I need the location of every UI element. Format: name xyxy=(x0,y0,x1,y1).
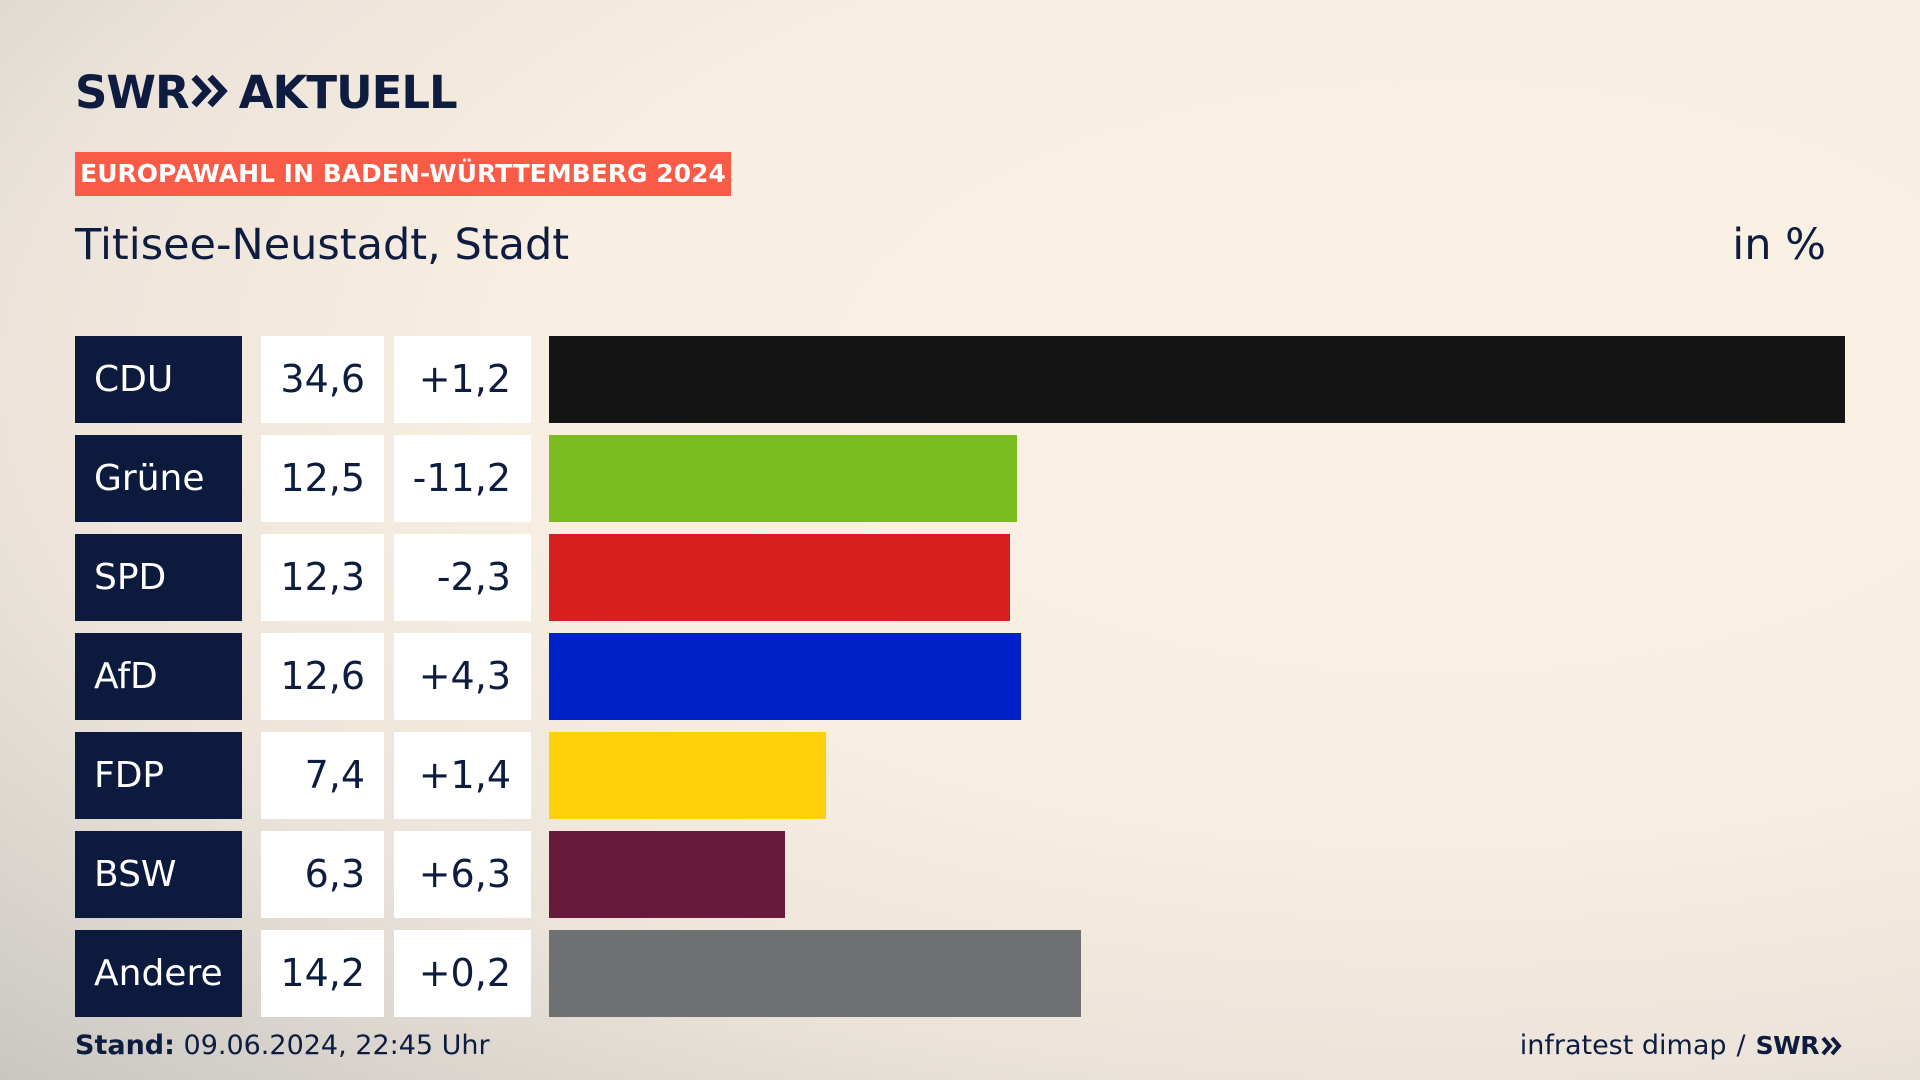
bar-spd xyxy=(549,534,1010,621)
bar-cdu xyxy=(549,336,1845,423)
chart-subtitle: Titisee-Neustadt, Stadt xyxy=(75,220,570,270)
vote-share-label: 7,4 xyxy=(261,732,384,819)
party-label: Grüne xyxy=(75,435,242,522)
change-label: +0,2 xyxy=(394,930,531,1017)
change-label: +4,3 xyxy=(394,633,531,720)
change-label: +1,2 xyxy=(394,336,531,423)
vote-share-label: 6,3 xyxy=(261,831,384,918)
change-label: +6,3 xyxy=(394,831,531,918)
bar-bsw xyxy=(549,831,785,918)
change-label: -11,2 xyxy=(394,435,531,522)
party-label: AfD xyxy=(75,633,242,720)
bar-andere xyxy=(549,930,1081,1017)
swr-small-text: SWR xyxy=(1755,1031,1820,1060)
swr-small-logo: SWR xyxy=(1756,1031,1843,1060)
source-separator: / xyxy=(1736,1030,1746,1061)
change-label: -2,3 xyxy=(394,534,531,621)
stand-value: 09.06.2024, 22:45 Uhr xyxy=(183,1030,490,1061)
party-label: FDP xyxy=(75,732,242,819)
party-label: Andere xyxy=(75,930,242,1017)
party-label: BSW xyxy=(75,831,242,918)
vote-share-label: 14,2 xyxy=(261,930,384,1017)
swr-aktuell-logo: SWR AKTUELL xyxy=(75,65,458,119)
election-tag: EUROPAWAHL IN BADEN-WÜRTTEMBERG 2024 xyxy=(75,152,731,196)
source-name: infratest dimap xyxy=(1519,1030,1727,1061)
double-chevron-right-icon xyxy=(1821,1036,1842,1055)
unit-label: in % xyxy=(1732,220,1826,270)
bar-afd xyxy=(549,633,1021,720)
bar-grüne xyxy=(549,435,1017,522)
stand-label: Stand: xyxy=(75,1030,175,1061)
double-chevron-right-icon xyxy=(191,66,229,119)
timestamp: Stand: 09.06.2024, 22:45 Uhr xyxy=(75,1030,490,1061)
source-credit: infratest dimap / SWR xyxy=(1520,1030,1843,1061)
vote-share-label: 12,6 xyxy=(261,633,384,720)
logo-swr-text: SWR xyxy=(75,65,190,119)
party-label: SPD xyxy=(75,534,242,621)
vote-share-label: 12,3 xyxy=(261,534,384,621)
change-label: +1,4 xyxy=(394,732,531,819)
bar-fdp xyxy=(549,732,826,819)
vote-share-label: 34,6 xyxy=(261,336,384,423)
logo-aktuell-text: AKTUELL xyxy=(238,65,458,119)
vote-share-label: 12,5 xyxy=(261,435,384,522)
party-label: CDU xyxy=(75,336,242,423)
